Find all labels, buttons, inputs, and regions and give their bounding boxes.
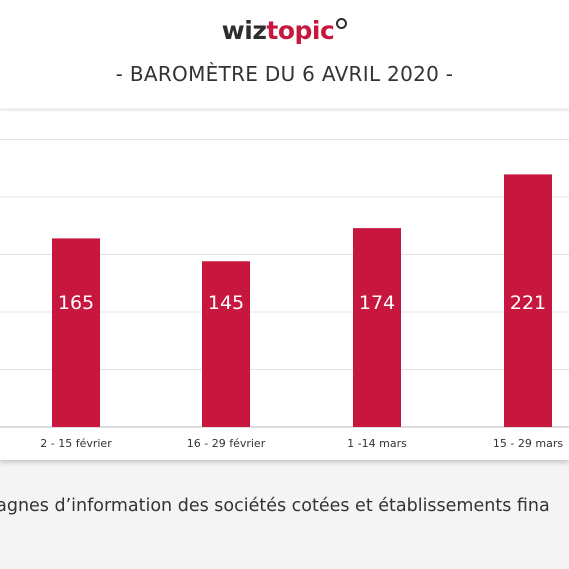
bar-chart: 165 2 - 15 février 145 16 - 29 février 174 1 … xyxy=(0,139,569,450)
x-tick-label: 1 -14 mars xyxy=(347,437,407,450)
data-label: 145 xyxy=(208,292,244,314)
logo-ring-icon xyxy=(336,18,348,29)
x-tick-label: 16 - 29 février xyxy=(187,437,266,450)
bar[interactable] xyxy=(202,261,250,427)
chart-caption: pagnes d’information des sociétés cotées… xyxy=(0,496,550,516)
logo-text-topic: topic xyxy=(266,16,335,45)
data-label: 174 xyxy=(359,292,395,314)
bar[interactable] xyxy=(504,174,552,427)
logo-text-wiz: wiz xyxy=(221,16,267,45)
x-tick-label: 2 - 15 février xyxy=(40,437,112,450)
bar[interactable] xyxy=(52,238,100,427)
data-label: 221 xyxy=(510,292,546,314)
page-subtitle: - BAROMÈTRE DU 6 AVRIL 2020 - xyxy=(115,62,454,86)
bar[interactable] xyxy=(353,228,401,427)
x-tick-label: 15 - 29 mars xyxy=(493,437,563,450)
data-label: 165 xyxy=(58,292,94,314)
wiztopic-logo[interactable]: wiztopic xyxy=(0,16,569,45)
chart-card: 165 2 - 15 février 145 16 - 29 février 174 1 … xyxy=(0,111,569,460)
header: wiztopic - BAROMÈTRE DU 6 AVRIL 2020 - xyxy=(0,0,569,108)
